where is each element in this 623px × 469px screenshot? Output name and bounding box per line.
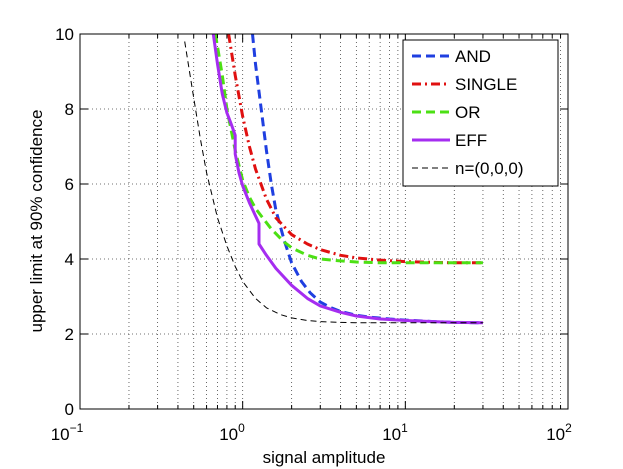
x-tick-label: 101 bbox=[382, 421, 408, 444]
y-tick-label: 2 bbox=[65, 325, 74, 344]
y-axis-label: upper limit at 90% confidence bbox=[27, 109, 46, 332]
legend-label-single: SINGLE bbox=[455, 75, 517, 94]
x-tick-label: 100 bbox=[219, 421, 245, 444]
series-line-single bbox=[227, 33, 483, 265]
grid bbox=[80, 34, 568, 409]
x-tick-label: 102 bbox=[546, 421, 572, 444]
plot-frame bbox=[79, 33, 569, 410]
y-tick-label: 8 bbox=[65, 100, 74, 119]
x-tick-exponent: 1 bbox=[401, 421, 408, 435]
x-tick-label: 10−1 bbox=[51, 421, 84, 444]
legend-label-n000: n=(0,0,0) bbox=[455, 159, 524, 178]
legend: AND SINGLE OR EFF n=(0,0,0) bbox=[402, 39, 559, 187]
x-tick-labels: 10−1 100 101 102 bbox=[51, 421, 572, 444]
y-tick-labels: 0 2 4 6 8 10 bbox=[55, 25, 74, 419]
x-tick-exponent: 0 bbox=[238, 421, 245, 435]
series-line-n000 bbox=[184, 41, 483, 324]
axis-ticks bbox=[80, 33, 568, 410]
series-line-eff bbox=[211, 33, 483, 325]
legend-label-or: OR bbox=[455, 103, 481, 122]
series-layer bbox=[184, 33, 483, 325]
x-axis-label: signal amplitude bbox=[263, 448, 386, 467]
x-tick-base: 10 bbox=[546, 425, 565, 444]
y-tick-label: 10 bbox=[55, 25, 74, 44]
y-tick-label: 0 bbox=[65, 400, 74, 419]
y-tick-label: 4 bbox=[65, 250, 74, 269]
y-tick-label: 6 bbox=[65, 175, 74, 194]
legend-label-and: AND bbox=[455, 47, 491, 66]
x-tick-base: 10 bbox=[51, 425, 70, 444]
x-tick-base: 10 bbox=[382, 425, 401, 444]
x-tick-exponent: −1 bbox=[70, 421, 84, 435]
x-tick-base: 10 bbox=[219, 425, 238, 444]
legend-label-eff: EFF bbox=[455, 131, 487, 150]
x-tick-exponent: 2 bbox=[565, 421, 572, 435]
